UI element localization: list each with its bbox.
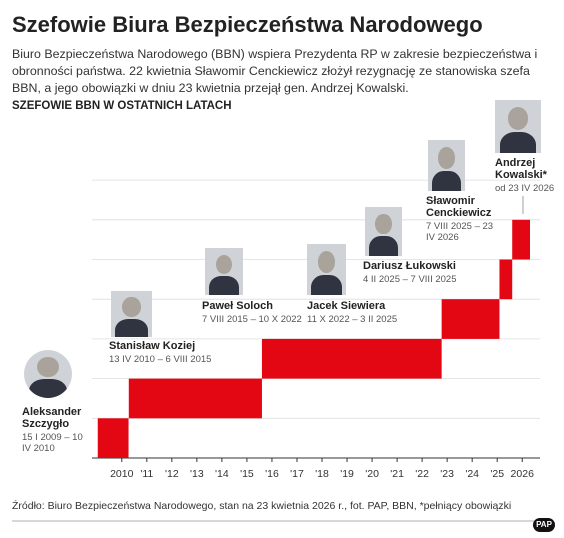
subtitle: Biuro Bezpieczeństwa Narodowego (BBN) ws…	[12, 47, 538, 95]
source: Źródło: Biuro Bezpieczeństwa Narodowego,…	[12, 500, 512, 512]
tenure-bar	[128, 378, 262, 419]
tenure-bar	[441, 299, 500, 339]
x-tick-label: '24	[465, 468, 479, 480]
x-tick-label: '11	[140, 468, 153, 480]
person-label: Paweł Soloch 7 VIII 2015 – 10 X 2022	[202, 300, 322, 325]
person-name: Aleksander Szczygło	[22, 406, 82, 430]
x-tick-label: '20	[365, 468, 379, 480]
x-tick-label: '15	[240, 468, 254, 480]
person-period: 15 I 2009 – 10 IV 2010	[22, 432, 83, 454]
person-name: Stanisław Koziej	[109, 340, 196, 352]
person-name: Andrzej Kowalski*	[495, 157, 547, 181]
person-name: Dariusz Łukowski	[363, 260, 456, 272]
x-tick-label: '13	[190, 468, 204, 480]
person-name: Sławomir Cenckiewicz	[426, 195, 492, 219]
person-period: 7 VIII 2025 – 23 IV 2026	[426, 221, 494, 243]
x-tick-label: '18	[315, 468, 329, 480]
x-tick-label: '16	[265, 468, 279, 480]
photo	[205, 248, 243, 295]
x-tick-label: '12	[165, 468, 179, 480]
person-period: 7 VIII 2015 – 10 X 2022	[202, 314, 302, 325]
person-label: Dariusz Łukowski 4 II 2025 – 7 VIII 2025	[363, 260, 483, 285]
tenure-bar	[97, 418, 129, 458]
person-period: 13 IV 2010 – 6 VIII 2015	[109, 354, 212, 365]
photo	[428, 140, 465, 191]
x-tick-label: '25	[490, 468, 504, 480]
photo	[24, 350, 72, 398]
tenure-bar	[261, 338, 442, 379]
section-heading: SZEFOWIE BBN W OSTATNICH LATACH	[12, 100, 232, 112]
person-label: Andrzej Kowalski* od 23 IV 2026	[495, 157, 557, 194]
x-tick-label: '22	[415, 468, 429, 480]
tenure-bar	[512, 219, 530, 260]
person-label: Sławomir Cenckiewicz 7 VIII 2025 – 23 IV …	[426, 195, 496, 243]
tenure-bar	[499, 259, 513, 300]
x-tick-label: '17	[290, 468, 304, 480]
photo	[495, 100, 541, 153]
person-period: od 23 IV 2026	[495, 183, 555, 194]
x-tick-label: 2026	[511, 468, 535, 480]
logo: PAP	[533, 518, 555, 532]
x-tick-label: '19	[340, 468, 354, 480]
person-name: Paweł Soloch	[202, 300, 273, 312]
photo	[111, 291, 152, 337]
x-tick-label: '14	[215, 468, 229, 480]
person-label: Jacek Siewiera 11 X 2022 – 3 II 2025	[307, 300, 427, 325]
title: Szefowie Biura Bezpieczeństwa Narodowego	[12, 12, 483, 37]
x-tick-label: '23	[440, 468, 454, 480]
photo	[365, 207, 402, 256]
person-label: Stanisław Koziej 13 IV 2010 – 6 VIII 2015	[109, 340, 229, 365]
person-name: Jacek Siewiera	[307, 300, 386, 312]
person-label: Aleksander Szczygło 15 I 2009 – 10 IV 201…	[22, 406, 94, 454]
person-period: 11 X 2022 – 3 II 2025	[307, 314, 398, 325]
person-period: 4 II 2025 – 7 VIII 2025	[363, 274, 457, 285]
photo	[307, 244, 346, 295]
x-tick-label: 2010	[110, 468, 134, 480]
x-tick-label: '21	[390, 468, 404, 480]
